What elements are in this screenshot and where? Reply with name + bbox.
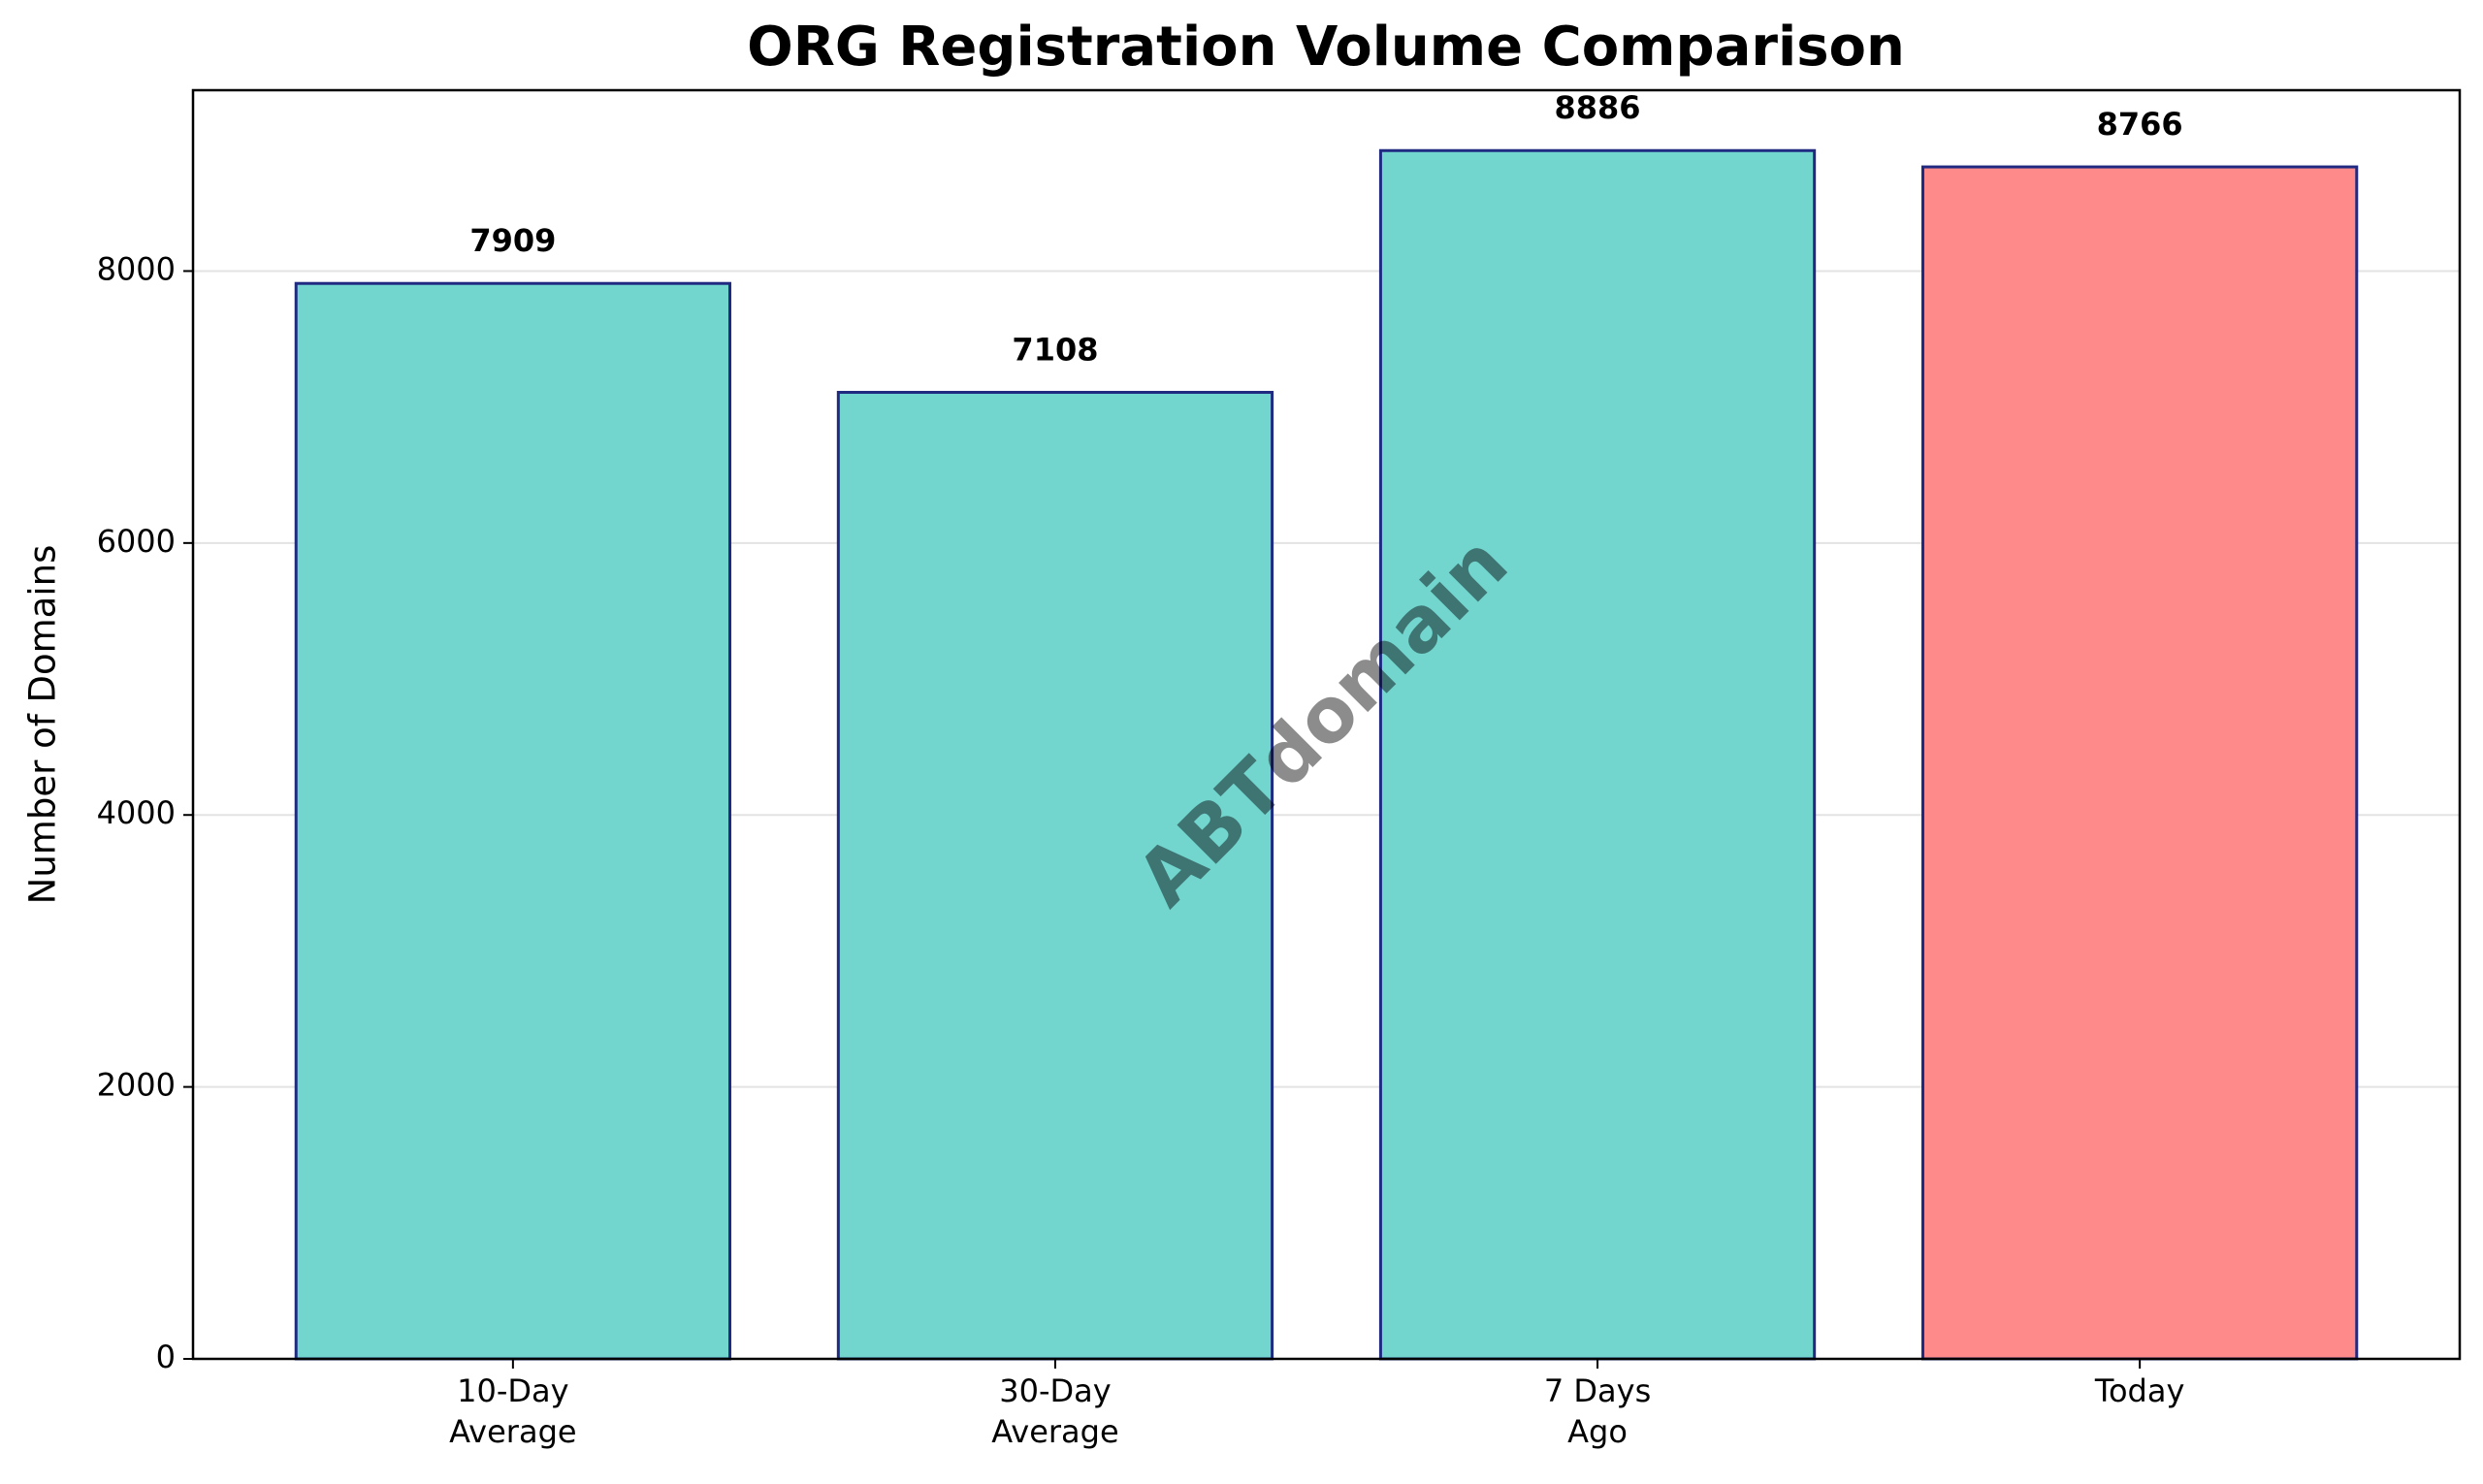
x-tick-label-line: 30-Day bbox=[999, 1372, 1111, 1409]
chart-title: ORG Registration Volume Comparison bbox=[747, 16, 1905, 79]
x-tick-label-line: Average bbox=[991, 1413, 1118, 1450]
y-tick-label: 0 bbox=[156, 1339, 176, 1375]
x-tick-label-line: Ago bbox=[1567, 1413, 1628, 1450]
x-tick-label-line: 10-Day bbox=[457, 1372, 568, 1409]
x-tick-label: Today bbox=[2094, 1372, 2185, 1409]
value-label: 8886 bbox=[1555, 89, 1641, 126]
x-tick-label: 7 Days Ago bbox=[1544, 1372, 1651, 1450]
x-tick-label-line: 7 Days bbox=[1544, 1372, 1651, 1409]
bar bbox=[836, 391, 1274, 1361]
value-label: 7909 bbox=[469, 222, 556, 259]
y-axis-label: Number of Domains bbox=[22, 545, 64, 905]
y-tick-label: 4000 bbox=[97, 794, 176, 831]
value-label: 8766 bbox=[2097, 106, 2183, 143]
x-tick-label: 10-Day Average bbox=[449, 1372, 576, 1450]
bar bbox=[1378, 148, 1817, 1361]
x-tick-label: 30-Day Average bbox=[991, 1372, 1118, 1450]
y-tick-label: 2000 bbox=[97, 1067, 176, 1104]
y-tick-label: 8000 bbox=[97, 250, 176, 287]
value-label: 7108 bbox=[1012, 332, 1098, 369]
plot-frame bbox=[191, 88, 2462, 1361]
bar bbox=[1921, 165, 2359, 1361]
x-tick-label-line: Average bbox=[449, 1413, 576, 1450]
bar bbox=[294, 281, 731, 1361]
y-tick-label: 6000 bbox=[97, 523, 176, 560]
x-tick-label-line: Today bbox=[2094, 1372, 2185, 1409]
